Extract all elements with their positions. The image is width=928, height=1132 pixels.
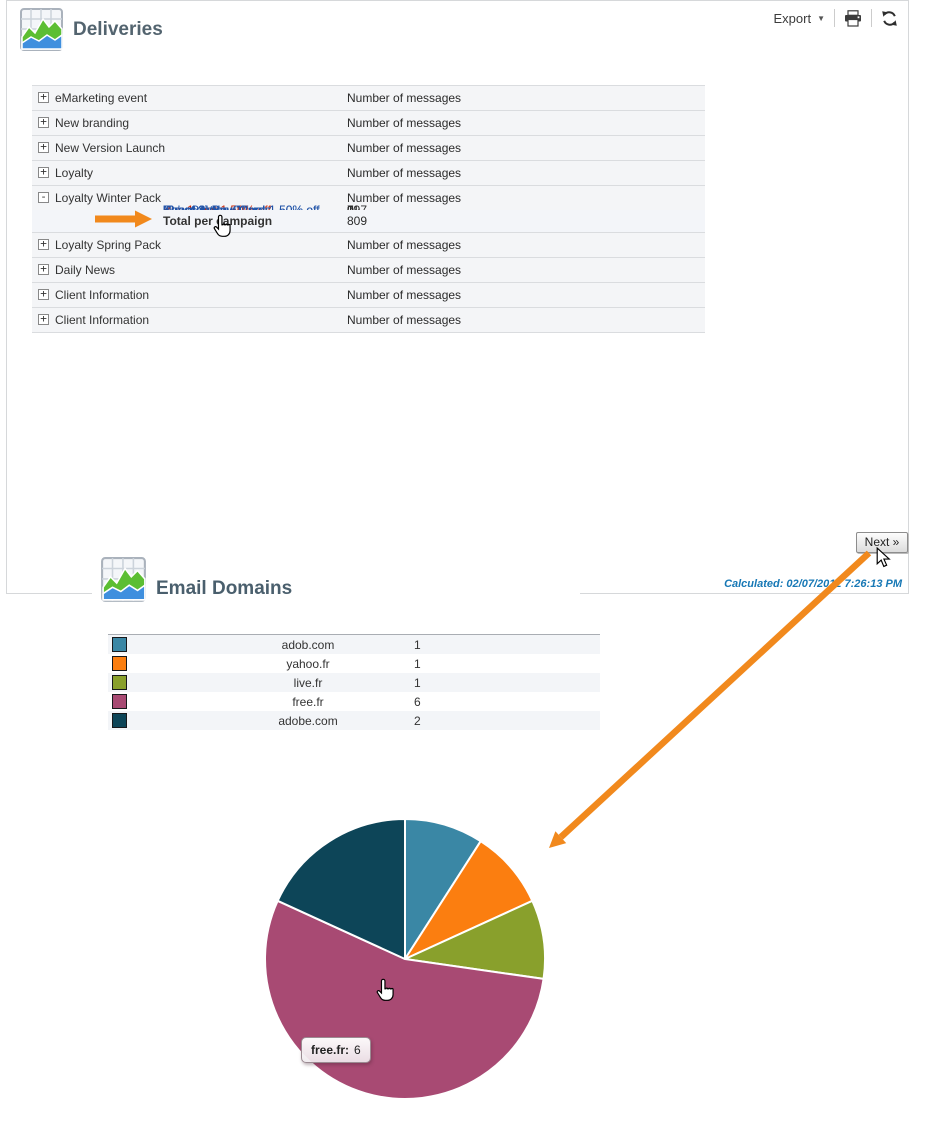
expand-icon[interactable]: + bbox=[38, 263, 49, 275]
legend-color-swatch bbox=[112, 637, 127, 652]
legend-color-swatch bbox=[112, 694, 127, 709]
campaign-row[interactable]: + Loyalty Spring Pack Number of messages bbox=[32, 232, 705, 257]
expand-icon[interactable]: + bbox=[38, 166, 49, 178]
campaign-row[interactable]: + Client Information Number of messages bbox=[32, 282, 705, 307]
campaign-row[interactable]: + eMarketing event Number of messages bbox=[32, 85, 705, 110]
legend-row: yahoo.fr 1 bbox=[108, 654, 600, 673]
campaign-row[interactable]: + Loyalty Number of messages bbox=[32, 160, 705, 185]
legend-color-swatch bbox=[112, 713, 127, 728]
campaign-row[interactable]: - Loyalty Winter Pack Number of messages bbox=[32, 185, 705, 210]
campaign-row[interactable]: + New Version Launch Number of messages bbox=[32, 135, 705, 160]
pie-tooltip: free.fr: 6 bbox=[301, 1037, 371, 1063]
legend-domain: yahoo.fr bbox=[286, 656, 330, 671]
print-icon[interactable] bbox=[844, 9, 862, 27]
legend-domain: live.fr bbox=[293, 675, 323, 690]
messages-column-label: Number of messages bbox=[347, 313, 462, 327]
messages-column-label: Number of messages bbox=[347, 263, 462, 277]
legend-color-swatch bbox=[112, 675, 127, 690]
campaign-label: Loyalty bbox=[55, 166, 94, 180]
report-chart-icon bbox=[101, 557, 146, 602]
campaign-label: Loyalty Spring Pack bbox=[55, 238, 162, 252]
campaign-label: Client Information bbox=[55, 288, 150, 302]
expand-icon[interactable]: + bbox=[38, 313, 49, 325]
deliveries-table: + eMarketing event Number of messages + New … bbox=[32, 85, 705, 333]
page-title: Deliveries bbox=[73, 19, 163, 40]
email-domains-legend: adob.com 1 yahoo.fr 1 live.fr 1 free.fr 6 adobe.… bbox=[108, 634, 600, 730]
legend-domain: adob.com bbox=[281, 637, 335, 652]
report-chart-icon bbox=[20, 8, 63, 51]
expand-icon[interactable]: + bbox=[38, 238, 49, 250]
campaign-row[interactable]: + Daily News Number of messages bbox=[32, 257, 705, 282]
expand-icon[interactable]: + bbox=[38, 141, 49, 153]
legend-domain: free.fr bbox=[292, 694, 324, 709]
annotation-arrow bbox=[558, 550, 872, 840]
next-button[interactable]: Next » bbox=[856, 532, 908, 553]
expand-icon[interactable]: + bbox=[38, 116, 49, 128]
tooltip-label: free.fr: bbox=[311, 1043, 350, 1057]
messages-column-label: Number of messages bbox=[347, 166, 462, 180]
legend-count: 1 bbox=[414, 656, 421, 671]
expand-icon[interactable]: + bbox=[38, 288, 49, 300]
email-domains-title: Email Domains bbox=[156, 578, 293, 599]
campaign-label: Loyalty Winter Pack bbox=[55, 191, 162, 205]
legend-count: 2 bbox=[414, 713, 421, 728]
total-value: 809 bbox=[347, 214, 368, 228]
toolbar-divider bbox=[834, 9, 835, 27]
campaign-row[interactable]: + New branding Number of messages bbox=[32, 110, 705, 135]
toolbar: Export ▼ bbox=[774, 9, 899, 27]
legend-color-swatch bbox=[112, 656, 127, 671]
messages-column-label: Number of messages bbox=[347, 141, 462, 155]
pie-slice-live.fr[interactable] bbox=[404, 899, 546, 980]
legend-row: adob.com 1 bbox=[108, 635, 600, 654]
calculated-timestamp: Calculated: 02/07/2012 7:26:13 PM bbox=[724, 578, 902, 590]
total-row: Total per campaign 809 bbox=[32, 210, 705, 232]
export-button[interactable]: Export ▼ bbox=[774, 11, 826, 26]
legend-count: 1 bbox=[414, 637, 421, 652]
expand-icon[interactable]: + bbox=[38, 91, 49, 103]
campaign-label: eMarketing event bbox=[55, 91, 148, 105]
collapse-icon[interactable]: - bbox=[38, 191, 49, 203]
legend-row: live.fr 1 bbox=[108, 673, 600, 692]
messages-column-label: Number of messages bbox=[347, 116, 462, 130]
messages-column-label: Number of messages bbox=[347, 238, 462, 252]
campaign-label: Client Information bbox=[55, 313, 150, 327]
legend-row: adobe.com 2 bbox=[108, 711, 600, 730]
pie-slice-adob.com[interactable] bbox=[404, 818, 482, 960]
export-label: Export bbox=[773, 10, 812, 26]
messages-column-label: Number of messages bbox=[347, 191, 462, 205]
campaign-label: Daily News bbox=[55, 263, 116, 277]
chevron-down-icon: ▼ bbox=[817, 13, 825, 23]
campaign-label: New Version Launch bbox=[55, 141, 166, 155]
pie-slice-yahoo.fr[interactable] bbox=[404, 840, 534, 960]
legend-domain: adobe.com bbox=[278, 713, 338, 728]
messages-column-label: Number of messages bbox=[347, 91, 462, 105]
legend-count: 1 bbox=[414, 675, 421, 690]
total-label: Total per campaign bbox=[163, 214, 273, 228]
refresh-icon[interactable] bbox=[881, 10, 898, 27]
campaign-row[interactable]: + Client Information Number of messages bbox=[32, 307, 705, 332]
messages-column-label: Number of messages bbox=[347, 288, 462, 302]
toolbar-divider bbox=[871, 9, 872, 27]
pie-slice-adobe.com[interactable] bbox=[276, 818, 406, 960]
legend-row: free.fr 6 bbox=[108, 692, 600, 711]
deliveries-panel: Deliveries Export ▼ + eMarketing event Num bbox=[6, 0, 909, 594]
legend-count: 6 bbox=[414, 694, 421, 709]
email-domains-section: Email Domains bbox=[92, 554, 580, 632]
tooltip-value: 6 bbox=[354, 1043, 361, 1057]
campaign-label: New branding bbox=[55, 116, 130, 130]
